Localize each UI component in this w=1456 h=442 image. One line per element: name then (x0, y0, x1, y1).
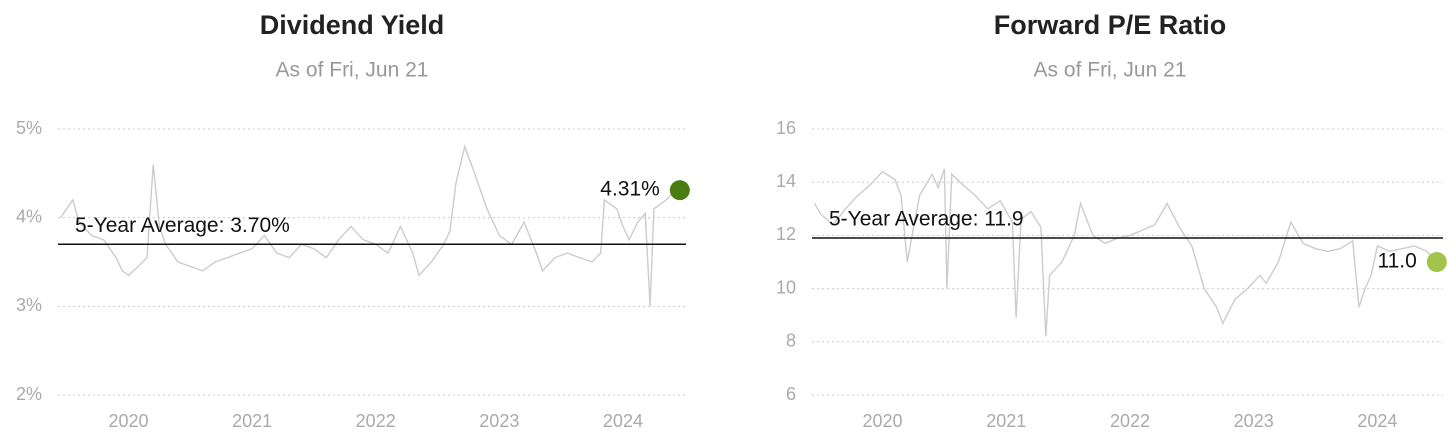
average-label: 5-Year Average: 3.70% (75, 214, 290, 237)
current-label: 4.31% (600, 178, 660, 201)
chart-subtitle: As of Fri, Jun 21 (276, 59, 429, 82)
chart-title: Dividend Yield (260, 10, 445, 40)
current-dot (669, 180, 690, 201)
y-tick-label: 6 (786, 384, 796, 404)
x-tick-label: 2023 (1234, 411, 1274, 431)
x-tick-label: 2020 (108, 411, 148, 431)
y-tick-label: 5% (16, 118, 42, 138)
y-tick-label: 14 (776, 171, 796, 191)
current-label: 11.0 (1377, 250, 1416, 273)
average-label: 5-Year Average: 11.9 (829, 208, 1024, 231)
y-tick-label: 12 (776, 224, 796, 244)
chart-subtitle: As of Fri, Jun 21 (1034, 59, 1187, 82)
y-tick-label: 2% (16, 384, 42, 404)
x-tick-label: 2021 (232, 411, 272, 431)
chart-title: Forward P/E Ratio (994, 10, 1227, 40)
x-tick-label: 2022 (356, 411, 396, 431)
data-line (59, 144, 680, 307)
y-tick-label: 3% (16, 295, 42, 315)
x-tick-label: 2020 (863, 411, 903, 431)
x-tick-label: 2021 (986, 411, 1026, 431)
x-tick-label: 2024 (1357, 411, 1397, 431)
x-tick-label: 2024 (603, 411, 643, 431)
x-tick-label: 2023 (479, 411, 519, 431)
y-tick-label: 10 (776, 277, 796, 297)
y-tick-label: 16 (776, 118, 796, 138)
y-tick-label: 8 (786, 331, 796, 351)
current-dot (1426, 252, 1447, 272)
x-tick-label: 2022 (1110, 411, 1150, 431)
data-line (813, 168, 1438, 337)
y-tick-label: 4% (16, 206, 42, 226)
